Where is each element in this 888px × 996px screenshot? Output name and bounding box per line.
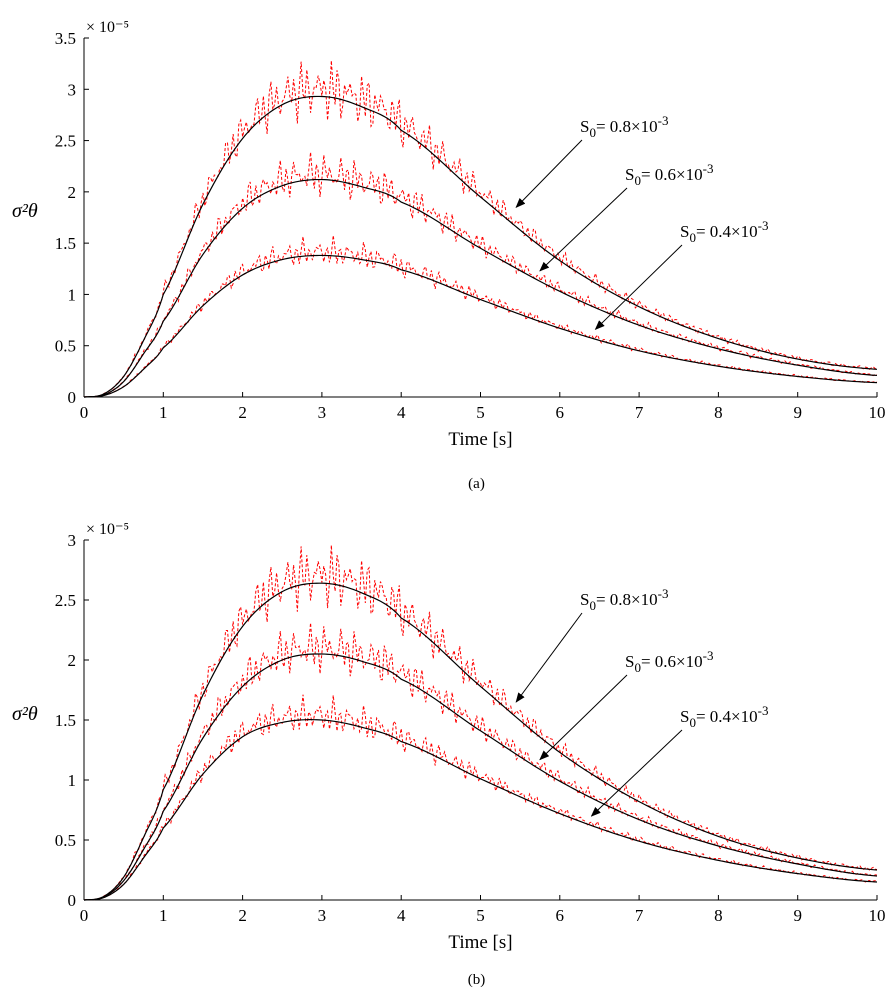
series-noisy-line xyxy=(83,694,878,901)
x-tick-label: 6 xyxy=(556,906,565,925)
y-tick-label: 3 xyxy=(68,531,77,550)
y-tick-label: 3 xyxy=(68,80,77,99)
series-noisy-line xyxy=(83,622,878,901)
x-tick-label: 8 xyxy=(714,906,723,925)
x-tick-label: 1 xyxy=(159,906,168,925)
annotation-arrow xyxy=(539,674,628,761)
y-tick-label: 2.5 xyxy=(55,591,76,610)
y-tick-label: 1 xyxy=(68,285,77,304)
annotation-arrow xyxy=(594,244,683,331)
annotation-arrow xyxy=(515,139,583,208)
panel-a: 0 1 2 3 4 5 6 7 8 9 10 0 0.5 1 1.5 2 2.5 3 3.5 × 10⁻⁵ Time [… xyxy=(12,19,886,492)
y-tick-label: 0.5 xyxy=(55,337,76,356)
x-tick-label: 4 xyxy=(397,906,406,925)
y-multiplier-label: × 10⁻⁵ xyxy=(86,19,129,36)
x-tick-label: 2 xyxy=(238,906,247,925)
annotation-label: S0= 0.6×10-3 xyxy=(625,161,714,188)
annotation-label: S0= 0.4×10-3 xyxy=(680,703,769,730)
y-axis-label: σ²θ xyxy=(12,200,38,222)
x-tick-label: 7 xyxy=(635,906,644,925)
annotation-label: S0= 0.4×10-3 xyxy=(680,218,769,245)
x-axis-label: Time [s] xyxy=(448,932,512,953)
annotation-arrow xyxy=(515,612,583,703)
y-tick-label: 3.5 xyxy=(55,29,76,48)
x-tick-label: 3 xyxy=(318,403,327,422)
series-line xyxy=(83,719,878,901)
series-line xyxy=(83,582,878,901)
annotation-label: S0= 0.8×10-3 xyxy=(580,586,669,613)
series-line xyxy=(83,254,878,398)
series-line xyxy=(83,653,878,901)
x-tick-label: 9 xyxy=(793,906,802,925)
y-tick-label: 1 xyxy=(68,771,77,790)
x-tick-label: 9 xyxy=(793,403,802,422)
y-tick-label: 0 xyxy=(68,891,77,910)
x-tick-label: 7 xyxy=(635,403,644,422)
series-noisy-line xyxy=(83,235,878,398)
x-tick-label: 2 xyxy=(238,403,247,422)
x-tick-label: 6 xyxy=(556,403,565,422)
y-axis-label: σ²θ xyxy=(12,703,38,725)
annotation-label: S0= 0.6×10-3 xyxy=(625,648,714,675)
panel-label: (b) xyxy=(468,972,486,988)
x-tick-label: 8 xyxy=(714,403,723,422)
annotation-arrow xyxy=(590,729,683,817)
x-tick-label: 3 xyxy=(318,906,327,925)
x-tick-label: 4 xyxy=(397,403,406,422)
y-tick-label: 1.5 xyxy=(55,711,76,730)
y-multiplier-label: × 10⁻⁵ xyxy=(86,521,129,538)
y-tick-label: 1.5 xyxy=(55,234,76,253)
panel-b: 0 1 2 3 4 5 6 7 8 9 10 0 0.5 1 1.5 2 2.5 3 × 10⁻⁵ Time [s] σ… xyxy=(12,521,886,988)
x-axis-label: Time [s] xyxy=(448,429,512,450)
x-tick-label: 0 xyxy=(80,403,89,422)
series-noisy-line xyxy=(83,152,878,398)
series-noisy-line xyxy=(83,545,878,901)
y-tick-label: 2 xyxy=(68,651,77,670)
x-tick-label: 5 xyxy=(476,906,485,925)
x-tick-label: 1 xyxy=(159,403,168,422)
y-tick-label: 2.5 xyxy=(55,132,76,151)
x-tick-label: 10 xyxy=(869,403,886,422)
panel-label: (a) xyxy=(468,476,485,492)
x-tick-label: 5 xyxy=(476,403,485,422)
annotation-label: S0= 0.8×10-3 xyxy=(580,113,669,140)
y-tick-label: 0.5 xyxy=(55,831,76,850)
annotation-arrow xyxy=(539,187,628,272)
x-tick-label: 10 xyxy=(869,906,886,925)
x-tick-label: 0 xyxy=(80,906,89,925)
y-tick-label: 0 xyxy=(68,388,77,407)
y-tick-label: 2 xyxy=(68,183,77,202)
series-line xyxy=(83,95,878,398)
series-noisy-line xyxy=(83,60,878,398)
series-line xyxy=(83,178,878,398)
